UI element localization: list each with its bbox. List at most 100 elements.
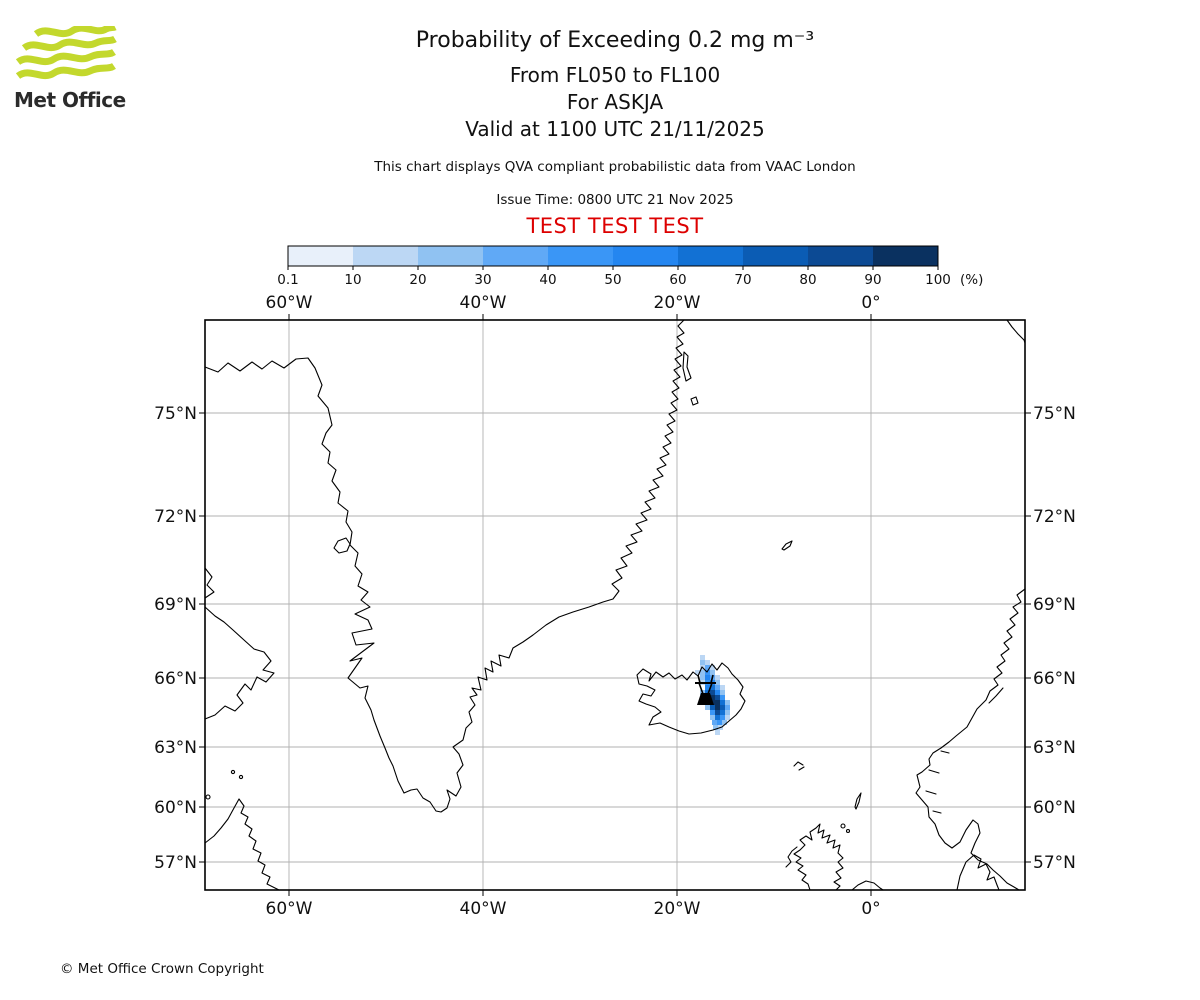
- plume-cell: [715, 695, 720, 700]
- plume-cell: [710, 705, 715, 710]
- plume-cell: [695, 670, 700, 675]
- plume-cell: [700, 670, 705, 675]
- coast-ne-greenland-island: [682, 351, 692, 382]
- lon-label-bottom: 20°W: [654, 899, 701, 919]
- map-gridlines: [205, 320, 1025, 890]
- colorbar-segment: [743, 246, 808, 266]
- plume-cell: [715, 675, 720, 680]
- volcano-icon: [695, 674, 716, 705]
- colorbar: 0.1 10 20 30 40 50 60 70 80 90 100 (%): [277, 245, 983, 288]
- colorbar-tick-label: 60: [669, 272, 686, 288]
- plume-cell: [715, 680, 720, 685]
- coast-norway-fjord: [925, 790, 937, 795]
- coast-norway-fjord: [932, 810, 942, 814]
- coast-labrador-islet: [205, 794, 211, 800]
- issue-time: Issue Time: 0800 UTC 21 Nov 2025: [496, 192, 734, 208]
- coast-faroe: [793, 761, 804, 767]
- map-frame: [204, 319, 1026, 891]
- plume-cell: [720, 685, 725, 690]
- coast-faroe: [798, 766, 805, 771]
- lon-label-bottom: 40°W: [460, 899, 507, 919]
- colorbar-segment: [613, 246, 678, 266]
- plume-cell: [720, 705, 725, 710]
- coast-ne-greenland-islet: [690, 396, 699, 406]
- plume-cell: [715, 685, 720, 690]
- plume-cell: [705, 685, 710, 690]
- plume-cell: [720, 700, 725, 705]
- coast-greenland: [204, 319, 685, 813]
- coast-jan-mayen: [781, 540, 793, 551]
- plume-cell: [720, 710, 725, 715]
- lat-label-left: 72°N: [154, 507, 197, 527]
- coast-lofoten: [988, 687, 1004, 704]
- plume-cell: [705, 705, 710, 710]
- plume-cell: [715, 700, 720, 705]
- lat-label-right: 75°N: [1033, 404, 1076, 424]
- coast-orkney: [840, 823, 846, 829]
- lon-label-top: 20°W: [654, 293, 701, 313]
- plume-cell: [705, 665, 710, 670]
- met-office-logo: Met Office: [14, 23, 134, 118]
- colorbar-unit-label: (%): [960, 272, 983, 288]
- coast-norway: [915, 588, 1026, 891]
- plume-cell: [700, 660, 705, 665]
- plume-cell: [715, 730, 720, 735]
- plume-cell: [720, 695, 725, 700]
- coastlines: [204, 319, 1026, 891]
- lat-label-right: 63°N: [1033, 738, 1076, 758]
- plume-cell: [710, 695, 715, 700]
- colorbar-tick-label: 30: [474, 272, 491, 288]
- plume-cell: [725, 700, 730, 705]
- plume-cell: [725, 715, 730, 720]
- colorbar-tick-label: 50: [604, 272, 621, 288]
- coast-labrador: [204, 798, 280, 891]
- met-office-flag-icon: [15, 23, 117, 80]
- coast-england: [851, 880, 884, 891]
- plume-cell: [710, 665, 715, 670]
- axis-labels: 60°W 60°W 40°W 40°W 20°W 20°W 0° 0° 75°N 75°N 72°N…: [154, 293, 1076, 919]
- lon-label-top: 40°W: [460, 293, 507, 313]
- coast-svalbard-corner: [1006, 319, 1026, 344]
- met-office-brand: Met Office: [14, 88, 126, 112]
- plume-cell: [715, 715, 720, 720]
- plume-cell: [710, 715, 715, 720]
- plume-cell: [725, 710, 730, 715]
- lon-label-bottom: 0°: [861, 899, 880, 919]
- colorbar-tick-label: 100: [925, 272, 951, 288]
- lon-label-top: 60°W: [266, 293, 313, 313]
- colorbar-tick-label: 70: [734, 272, 751, 288]
- colorbar-tick-label: 20: [409, 272, 426, 288]
- test-banner: TEST TEST TEST: [526, 214, 704, 238]
- axis-ticks: [199, 314, 1031, 896]
- lon-label-bottom: 60°W: [266, 899, 313, 919]
- lat-label-left: 66°N: [154, 669, 197, 689]
- plume-cell: [705, 675, 710, 680]
- plume-cell: [700, 675, 705, 680]
- coast-baffin: [204, 606, 275, 720]
- coast-shetland: [854, 792, 862, 810]
- colorbar-segment: [288, 246, 353, 266]
- plume-cell: [713, 725, 718, 730]
- plume-cell: [720, 715, 725, 720]
- ash-probability-plume: [695, 655, 730, 735]
- plume-cell: [715, 705, 720, 710]
- lat-label-left: 69°N: [154, 595, 197, 615]
- plume-cell: [710, 670, 715, 675]
- lat-label-left: 60°N: [154, 798, 197, 818]
- colorbar-segment: [548, 246, 613, 266]
- plume-cell: [700, 655, 705, 660]
- lat-label-left: 57°N: [154, 853, 197, 873]
- lat-label-right: 69°N: [1033, 595, 1076, 615]
- coast-scotland: [793, 823, 844, 891]
- plume-cell: [710, 685, 715, 690]
- plume-cell: [705, 690, 710, 695]
- colorbar-segment: [353, 246, 418, 266]
- plume-cell: [717, 720, 722, 725]
- coast-norway-fjord: [928, 769, 940, 774]
- lat-label-right: 57°N: [1033, 853, 1076, 873]
- qva-note: This chart displays QVA compliant probab…: [374, 159, 856, 175]
- plume-cell: [710, 690, 715, 695]
- plume-cell: [715, 710, 720, 715]
